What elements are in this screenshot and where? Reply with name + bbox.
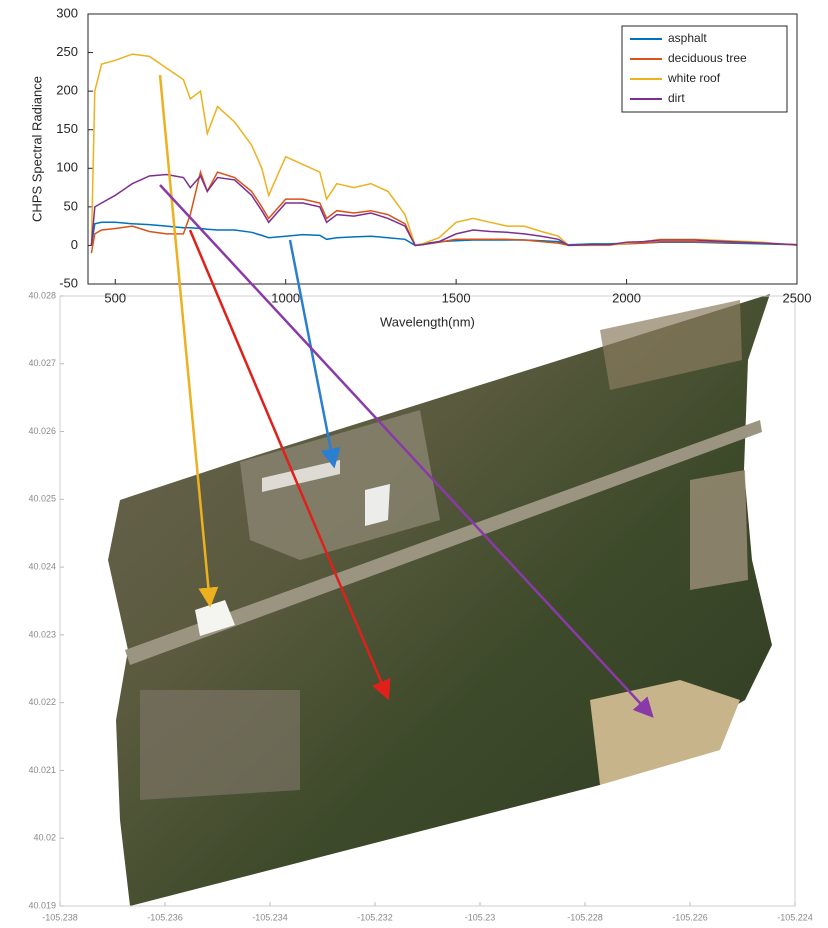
y-tick-label: 40.026 — [28, 426, 56, 436]
x-tick-label: -105.228 — [567, 912, 603, 922]
aerial-image — [108, 294, 772, 906]
y-tick-label: 40.028 — [28, 290, 56, 300]
x-tick-label: -105.234 — [252, 912, 288, 922]
y-tick-label: 40.025 — [28, 494, 56, 504]
y-tick-label: 0 — [71, 237, 78, 252]
x-axis-label: Wavelength(nm) — [380, 314, 475, 329]
y-tick-label: 300 — [56, 5, 78, 20]
x-tick-label: 1000 — [271, 290, 300, 305]
legend-label: dirt — [668, 91, 685, 105]
y-axis-label: CHPS Spectral Radiance — [29, 76, 44, 222]
legend-label: asphalt — [668, 31, 707, 45]
x-tick-label: 2500 — [783, 290, 812, 305]
y-tick-label: 40.021 — [28, 765, 56, 775]
image-axes: 40.019 40.02 40.021 40.022 40.023 40.024 40.02… — [28, 290, 812, 922]
y-tick-label: 40.019 — [28, 900, 56, 910]
x-tick-label: -105.238 — [42, 912, 78, 922]
y-tick-label: 250 — [56, 44, 78, 59]
y-tick-label: 100 — [56, 160, 78, 175]
image-axes-box — [59, 295, 796, 907]
y-tick-label: 40.027 — [28, 358, 56, 368]
legend-label: white roof — [667, 71, 721, 85]
x-tick-label: -105.232 — [357, 912, 393, 922]
x-tick-label: 1500 — [442, 290, 471, 305]
legend-label: deciduous tree — [668, 51, 747, 65]
y-tick-label: 40.024 — [28, 561, 56, 571]
y-tick-label: 50 — [64, 198, 78, 213]
x-tick-label: -105.236 — [147, 912, 183, 922]
y-tick-label: 40.02 — [33, 833, 56, 843]
x-tick-label: -105.224 — [777, 912, 813, 922]
plot-frame — [87, 13, 798, 285]
y-tick-label: -50 — [59, 275, 78, 290]
y-tick-label: 200 — [56, 83, 78, 98]
y-tick-label: 40.022 — [28, 697, 56, 707]
x-tick-label: -105.226 — [672, 912, 708, 922]
x-tick-label: 500 — [104, 290, 126, 305]
y-tick-label: 40.023 — [28, 629, 56, 639]
y-tick-label: 150 — [56, 121, 78, 136]
x-tick-label: -105.23 — [465, 912, 496, 922]
legend-box — [621, 25, 788, 113]
x-tick-label: 2000 — [612, 290, 641, 305]
line-chart: -50 0 50 100 150 200 250 300 500 1000 1500 2000 2500… — [56, 5, 811, 305]
arrows — [158, 74, 654, 718]
series-line — [90, 173, 798, 247]
